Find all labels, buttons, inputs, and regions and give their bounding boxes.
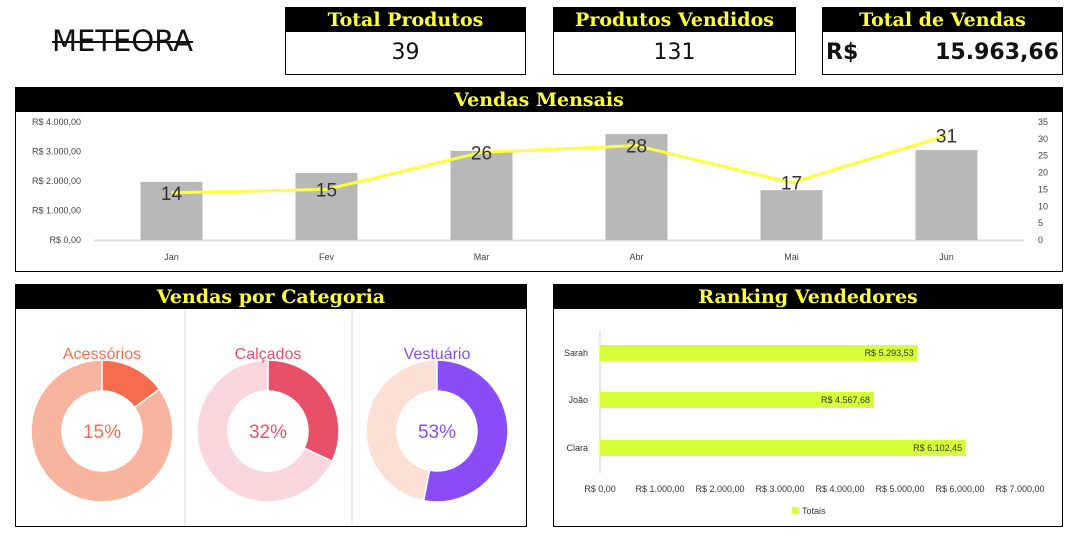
category-label: Clara: [566, 443, 588, 453]
donut-2: 53%: [365, 359, 509, 503]
donut-label: 53%: [418, 422, 456, 443]
x-tick-label: Mar: [474, 252, 490, 262]
ranking-chart: R$ 5.293,53 Sarah R$ 4.567,68 João R$ 6.102,…: [564, 331, 1045, 516]
bar: [600, 392, 875, 408]
donut-label: 32%: [249, 422, 287, 443]
monthly-sales-panel: Vendas Mensais R$ 0,00 R$ 1.000,00 R$ 2.00…: [15, 87, 1063, 272]
data-label: 26: [471, 143, 492, 164]
y-tick-label: R$ 0,00: [49, 235, 81, 245]
data-label: 17: [781, 174, 802, 195]
panel-title: Vendas Mensais: [16, 88, 1062, 112]
y2-tick-label: 10: [1038, 201, 1048, 211]
y-tick-label: R$ 3.000,00: [32, 147, 81, 157]
donut-slice: [422, 359, 509, 503]
x-tick-label: R$ 2.000,00: [695, 484, 744, 494]
kpi-value: 39: [391, 40, 420, 65]
y2-tick-label: 20: [1038, 168, 1048, 178]
x-tick-label: Jan: [164, 252, 179, 262]
x-tick-label: R$ 4.000,00: [815, 484, 864, 494]
bar: [600, 345, 918, 361]
y-tick-label: R$ 4.000,00: [32, 117, 81, 127]
x-tick-label: Fev: [319, 252, 335, 262]
donut-0: 15%: [30, 359, 174, 503]
donut-rest: [30, 359, 174, 503]
kpi-total-produtos: Total Produtos 39: [285, 7, 526, 75]
category-name: Acessórios: [63, 346, 141, 363]
category-panel: Vendas por Categoria 15% Acessórios 32% Cal…: [15, 284, 527, 527]
monthly-sales-chart: R$ 0,00 R$ 1.000,00 R$ 2.000,00 R$ 3.000,00…: [32, 117, 1048, 262]
x-tick-label: Mai: [784, 252, 799, 262]
y2-tick-label: 5: [1038, 218, 1043, 228]
category-label: João: [568, 395, 588, 405]
category-donuts: 15% Acessórios 32% Calçados 53% Vestuário: [30, 309, 509, 525]
kpi-currency: R$: [826, 40, 859, 65]
y2-tick-label: 0: [1038, 235, 1043, 245]
category-label: Sarah: [564, 348, 588, 358]
data-label: 31: [936, 126, 957, 147]
line-series: [171, 134, 947, 195]
data-label: 28: [626, 137, 647, 158]
category-name: Calçados: [235, 346, 302, 363]
y2-tick-label: 30: [1038, 134, 1048, 144]
donut-slice: [101, 359, 161, 409]
y2-tick-label: 15: [1038, 184, 1048, 194]
x-tick-label: R$ 7.000,00: [995, 484, 1044, 494]
legend-label: Totais: [802, 506, 826, 516]
kpi-title: Total de Vendas: [823, 8, 1062, 32]
y-tick-label: R$ 2.000,00: [32, 176, 81, 186]
donut-slice: [267, 359, 340, 463]
kpi-value: 15.963,66: [935, 40, 1059, 65]
x-tick-label: R$ 1.000,00: [635, 484, 684, 494]
x-tick-label: Jun: [939, 252, 954, 262]
data-label: R$ 6.102,45: [913, 443, 962, 453]
y-tick-label: R$ 1.000,00: [32, 206, 81, 216]
legend-swatch: [792, 507, 799, 514]
donut-1: 32%: [196, 359, 340, 503]
kpi-title: Produtos Vendidos: [554, 8, 795, 32]
data-label: R$ 4.567,68: [821, 395, 870, 405]
bar: [450, 150, 513, 240]
data-label: 14: [161, 184, 183, 205]
kpi-total-vendas: Total de Vendas R$ 15.963,66: [822, 7, 1063, 75]
donut-rest: [365, 359, 438, 502]
bar: [915, 150, 978, 240]
x-tick-label: R$ 5.000,00: [875, 484, 924, 494]
x-tick-label: R$ 6.000,00: [935, 484, 984, 494]
y2-tick-label: 35: [1038, 117, 1048, 127]
panel-title: Ranking Vendedores: [554, 285, 1062, 309]
kpi-value: 131: [653, 40, 696, 65]
donut-rest: [196, 359, 334, 503]
bar: [600, 440, 967, 456]
bar: [760, 190, 823, 240]
x-tick-label: R$ 0,00: [584, 484, 616, 494]
x-tick-label: R$ 3.000,00: [755, 484, 804, 494]
category-name: Vestuário: [404, 346, 471, 363]
logo: METEORA: [52, 24, 194, 58]
x-tick-label: Abr: [629, 252, 643, 262]
kpi-produtos-vendidos: Produtos Vendidos 131: [553, 7, 796, 75]
data-label: R$ 5.293,53: [865, 348, 914, 358]
kpi-title: Total Produtos: [286, 8, 525, 32]
y2-tick-label: 25: [1038, 151, 1048, 161]
ranking-panel: Ranking Vendedores R$ 5.293,53 Sarah R$ 4.…: [553, 284, 1063, 527]
panel-title: Vendas por Categoria: [16, 285, 526, 309]
donut-label: 15%: [83, 422, 121, 443]
data-label: 15: [316, 180, 337, 201]
